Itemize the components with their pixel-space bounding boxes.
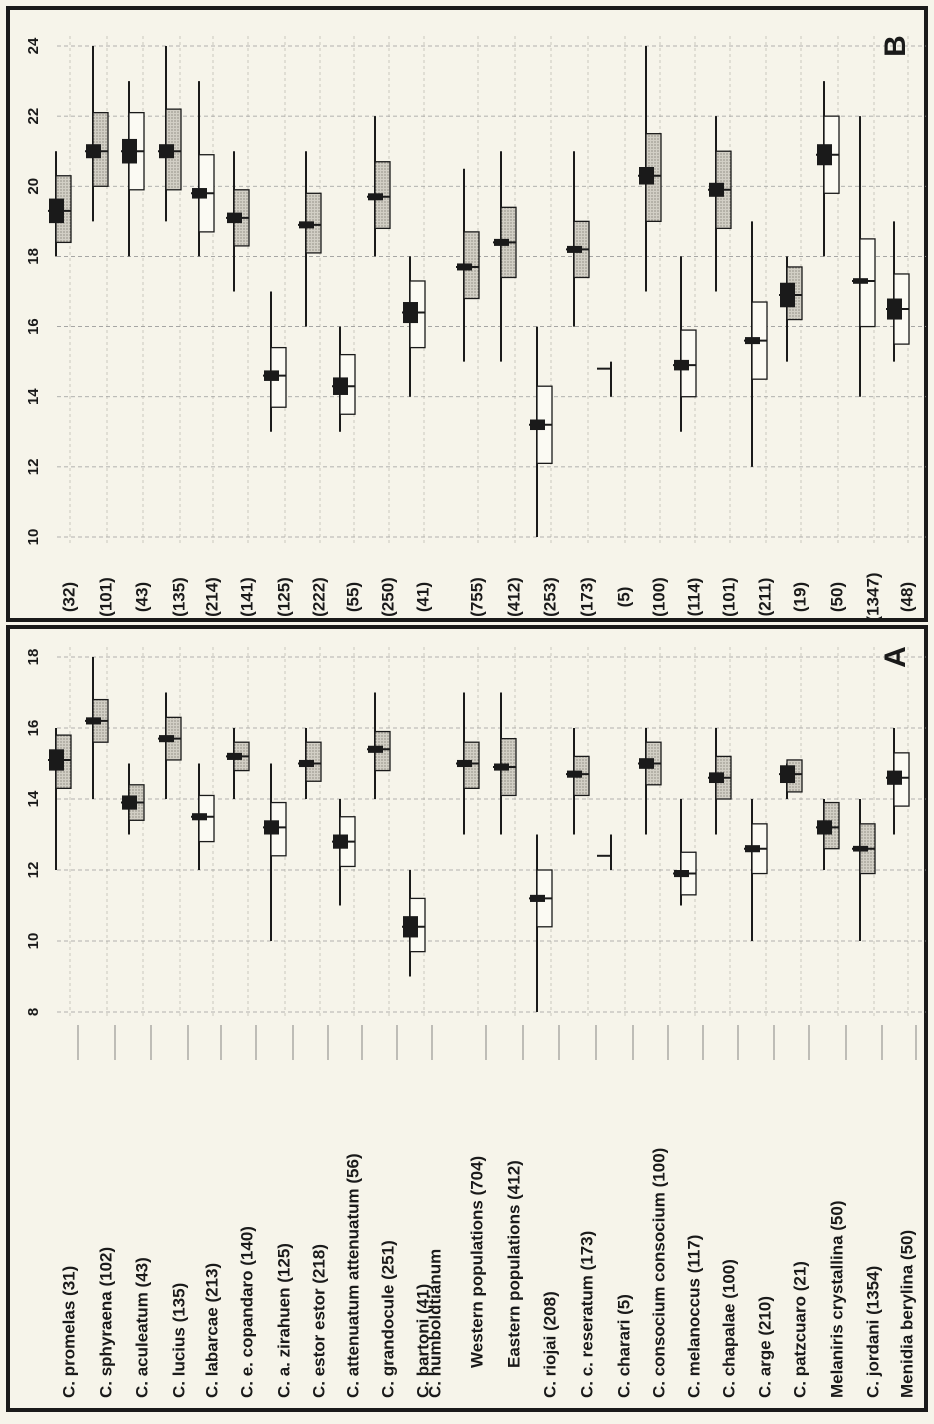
species-label: C. riojai (208) — [540, 1291, 559, 1398]
species-label: (211) — [755, 578, 774, 617]
species-label: (32) — [59, 582, 78, 612]
tick-label: 14 — [25, 790, 42, 807]
species-label: Eastern populations (412) — [504, 1160, 523, 1368]
tick-label: 8 — [25, 1008, 42, 1016]
species-label: C. estor estor (218) — [309, 1244, 328, 1398]
species-label: C. consocium consocium (100) — [649, 1148, 668, 1398]
panel-frame — [6, 6, 928, 622]
species-label: (48) — [897, 582, 916, 612]
species-label: C. patzcuaro (21) — [790, 1261, 809, 1398]
species-label: C. promelas (31) — [59, 1266, 78, 1398]
species-label: C. labarcae (213) — [202, 1263, 221, 1398]
species-label: (1347) — [863, 572, 882, 621]
tick-label: 18 — [25, 649, 42, 666]
species-label: C. lucius (135) — [169, 1283, 188, 1398]
species-label: C. e. copandaro (140) — [237, 1226, 256, 1398]
tick-label: 20 — [25, 178, 42, 195]
species-label: Melaniris crystallina (50) — [827, 1201, 846, 1398]
species-label: C. melanoccus (117) — [684, 1235, 703, 1398]
species-label: C. jordani (1354) — [863, 1266, 882, 1398]
species-label: C. humboldtianum — [425, 1249, 444, 1398]
species-label: (253) — [540, 577, 559, 617]
species-label: C. c. reseratum (173) — [577, 1231, 596, 1398]
tick-label: 10 — [25, 529, 42, 546]
species-label: C. chapalae (100) — [719, 1259, 738, 1398]
species-label: C. aculeatum (43) — [132, 1257, 151, 1398]
species-label: (41) — [413, 582, 432, 612]
species-label: (412) — [504, 577, 523, 617]
species-label: (135) — [169, 577, 188, 617]
species-label: C. bartoni (41) — [413, 1284, 432, 1398]
species-label: (100) — [649, 577, 668, 617]
tick-label: 24 — [25, 37, 42, 54]
species-label: (173) — [577, 577, 596, 617]
species-label: (214) — [202, 577, 221, 617]
species-label: C. sphyraena (102) — [96, 1247, 115, 1398]
species-label: C. arge (210) — [755, 1296, 774, 1398]
species-label: Western populations (704) — [467, 1156, 486, 1368]
tick-label: 12 — [25, 459, 42, 476]
species-label: (19) — [790, 582, 809, 612]
species-label: (50) — [827, 582, 846, 612]
species-label: (141) — [237, 577, 256, 617]
species-label: (55) — [343, 582, 362, 612]
species-label: (755) — [467, 577, 486, 617]
species-label: (222) — [309, 577, 328, 617]
species-label: C. attenuatum attenuatum (56) — [343, 1153, 362, 1398]
species-label: Menidia berylina (50) — [897, 1230, 916, 1398]
species-label: (114) — [684, 578, 703, 617]
species-label: (101) — [719, 577, 738, 617]
panel-a: 8 10 12 14 16 18 A C. promelas (31) C. sphyraena… — [6, 625, 928, 1412]
species-label: (250) — [378, 577, 397, 617]
species-label: (101) — [96, 577, 115, 617]
panel-b: 10 12 14 16 18 20 22 24 B (32) (101) (43) (135) (214)… — [6, 6, 928, 622]
tick-label: 22 — [25, 108, 42, 125]
panel-label: A — [879, 646, 912, 668]
species-label: C. charari (5) — [614, 1294, 633, 1398]
tick-label: 16 — [25, 318, 42, 335]
species-label: C. grandocule (251) — [378, 1240, 397, 1398]
species-label: (125) — [274, 577, 293, 617]
species-label: (5) — [614, 587, 633, 608]
tick-label: 10 — [25, 933, 42, 950]
tick-label: 18 — [25, 248, 42, 265]
tick-label: 16 — [25, 720, 42, 737]
panel-label: B — [879, 35, 912, 57]
panel-frame — [6, 625, 928, 1412]
species-label: (43) — [132, 582, 151, 612]
tick-label: 14 — [25, 388, 42, 405]
species-label: C. a. zirahuen (125) — [274, 1243, 293, 1398]
tick-label: 12 — [25, 862, 42, 879]
